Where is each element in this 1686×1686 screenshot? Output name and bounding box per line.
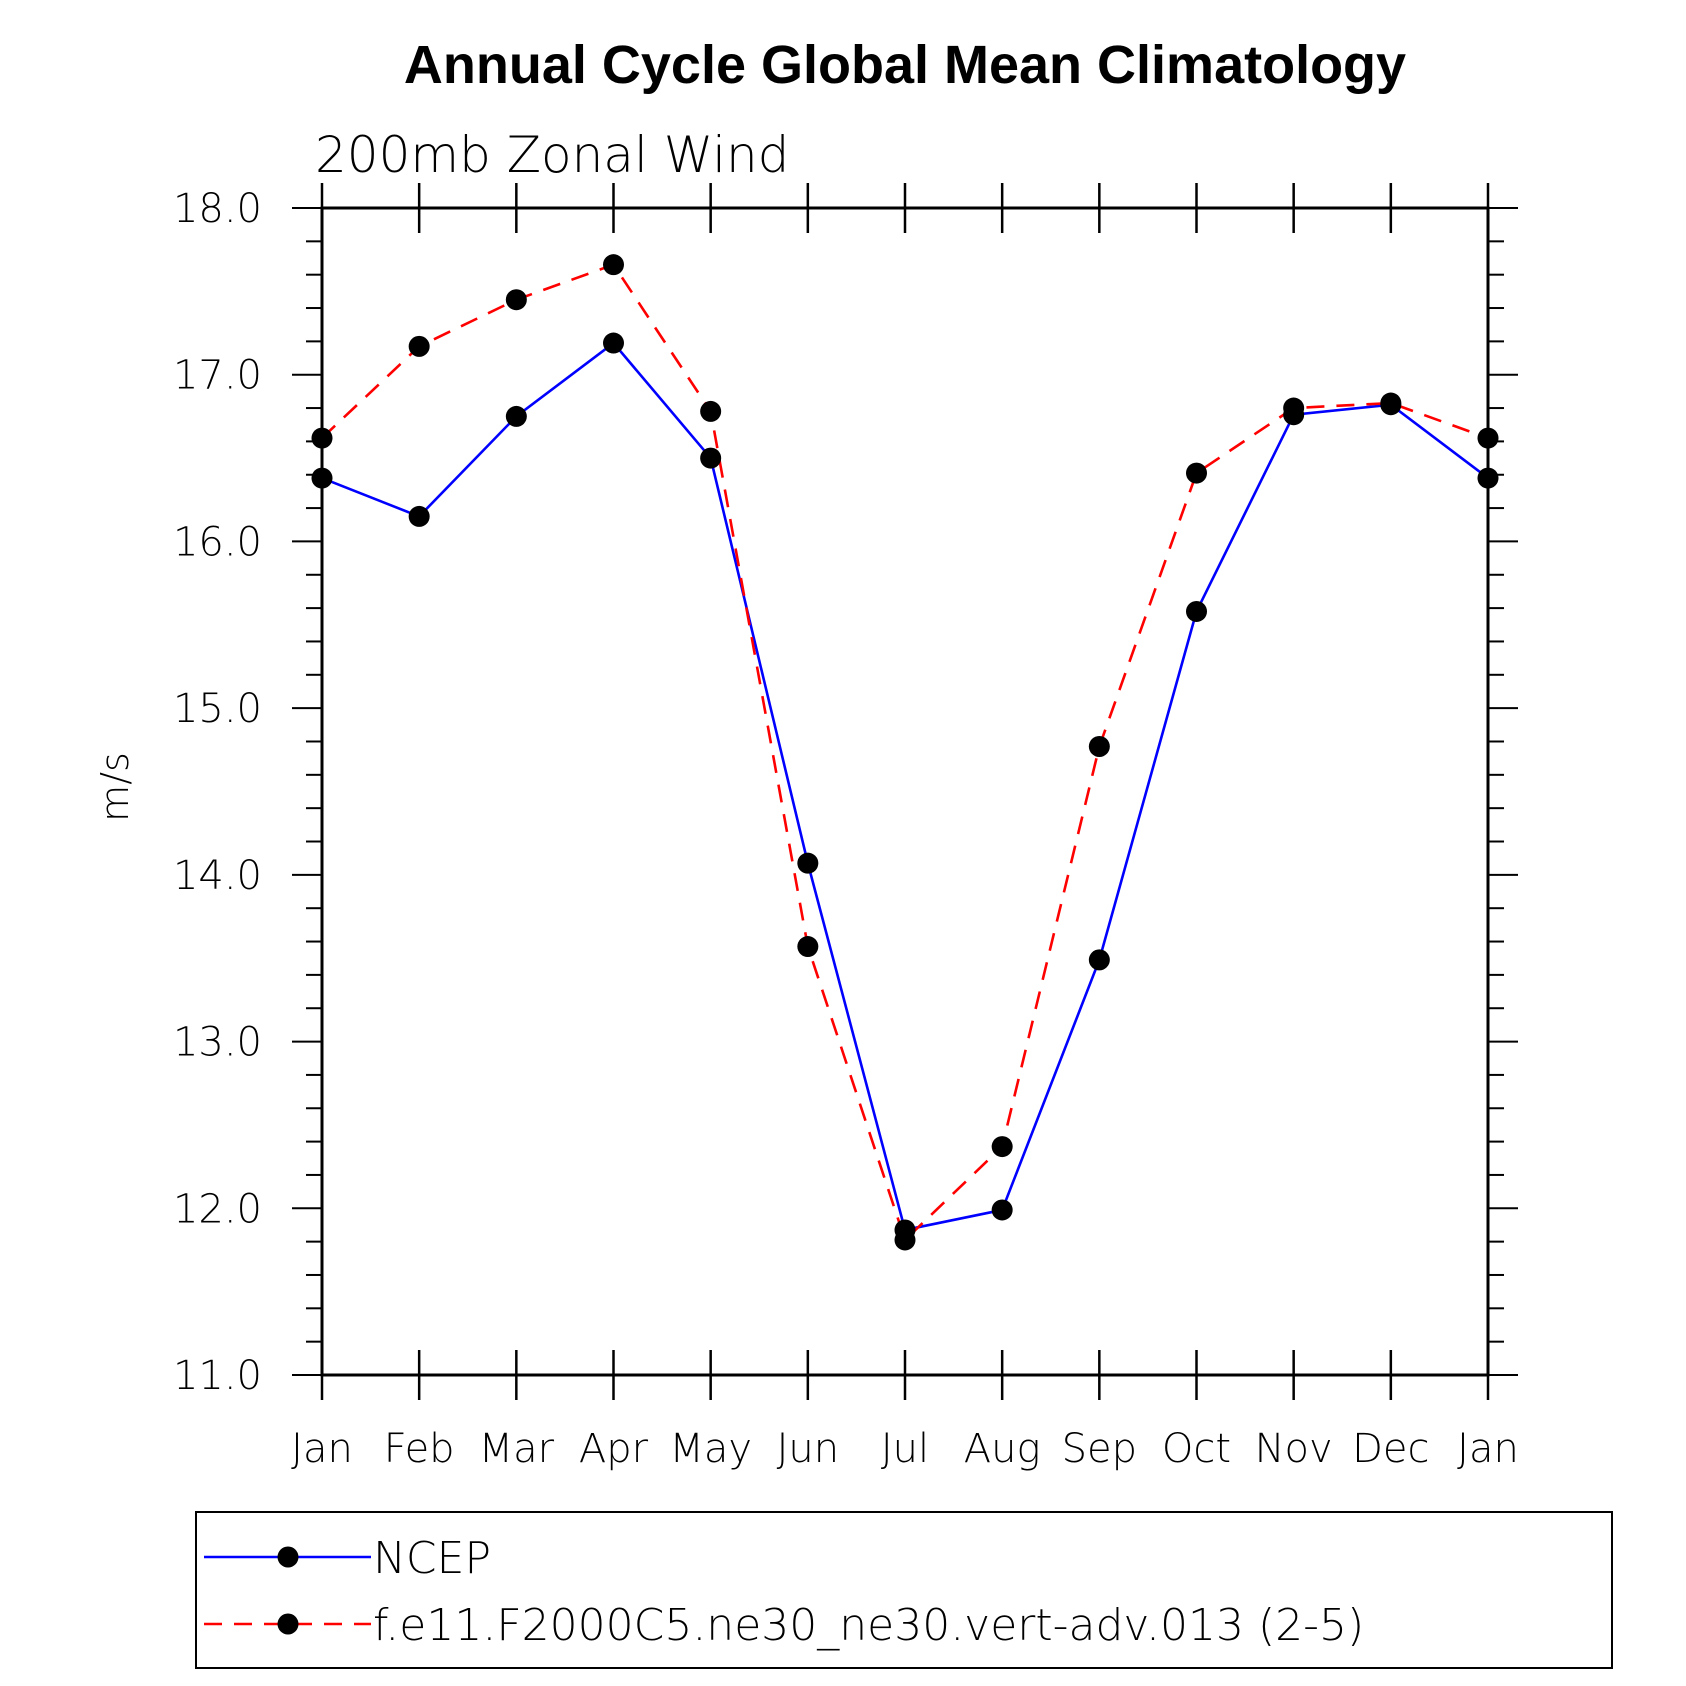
data-point-series-1 — [603, 332, 624, 354]
x-tick-label: Apr — [579, 1426, 649, 1472]
y-tick-label: 14.0 — [173, 853, 262, 899]
data-point-series-2 — [1088, 735, 1110, 757]
axes: Jan Feb Mar Apr May Jun Jul Aug Sep Oct Nov Dec Jan 1… — [173, 183, 1519, 1472]
series-line-2 — [321, 263, 1489, 1243]
y-tick-label: 17.0 — [173, 353, 262, 399]
y-tick-label: 16.0 — [173, 519, 262, 565]
data-point-series-1 — [797, 852, 819, 874]
y-tick-label: 11.0 — [173, 1353, 262, 1399]
data-point-series-2 — [894, 1229, 916, 1251]
data-point-series-1 — [311, 467, 333, 489]
plot-frame — [320, 206, 1490, 1377]
data-point-series-2 — [311, 427, 333, 449]
chart-title: Annual Cycle Global Mean Climatology — [404, 35, 1406, 95]
x-tick-label: Jun — [777, 1426, 840, 1472]
x-tick-label: Oct — [1162, 1426, 1231, 1472]
data-point-series-1 — [505, 405, 527, 427]
data-point-series-1 — [1186, 600, 1207, 622]
data-point-series-2 — [1186, 462, 1207, 484]
y-tick-label: 15.0 — [173, 686, 262, 732]
x-tick-label: Aug — [964, 1426, 1041, 1472]
data-point-series-2 — [505, 289, 527, 311]
legend-label-2: f.e11.F2000C5.ne30_ne30.vert-adv.013 (2-… — [373, 1600, 1364, 1651]
series-line-1 — [321, 341, 1489, 1232]
data-point-series-1 — [991, 1199, 1013, 1221]
data-point-series-1 — [1088, 949, 1110, 971]
x-tick-label: Mar — [479, 1426, 555, 1472]
x-tick-label: May — [669, 1426, 752, 1472]
data-point-series-1 — [1477, 467, 1499, 489]
data-point-series-2 — [408, 335, 430, 357]
x-tick-label: Nov — [1255, 1426, 1333, 1472]
legend-marker-2 — [277, 1613, 299, 1635]
data-point-series-2 — [797, 936, 819, 958]
y-tick-label: 13.0 — [173, 1020, 262, 1066]
y-axis-label: m/s — [93, 752, 137, 822]
legend: NCEP f.e11.F2000C5.ne30_ne30.vert-adv.013… — [195, 1511, 1613, 1669]
legend-label-1: NCEP — [373, 1533, 491, 1584]
legend-box — [195, 1511, 1613, 1669]
data-point-series-2 — [1283, 397, 1305, 419]
data-point-series-1 — [408, 505, 430, 527]
chart-subtitle: 200mb Zonal Wind — [315, 126, 789, 184]
data-point-series-2 — [1380, 392, 1402, 414]
x-tick-label: Jul — [881, 1426, 929, 1472]
x-tick-label: Jan — [291, 1426, 353, 1472]
data-point-series-2 — [1477, 427, 1499, 449]
data-point-series-1 — [700, 447, 722, 469]
legend-marker-1 — [277, 1546, 299, 1568]
y-tick-label: 18.0 — [173, 186, 262, 232]
x-tick-label: Feb — [384, 1426, 455, 1472]
y-tick-label: 12.0 — [173, 1186, 262, 1232]
data-point-series-2 — [991, 1136, 1013, 1158]
series-group — [311, 254, 1499, 1251]
data-point-series-2 — [700, 400, 722, 422]
data-point-series-2 — [603, 254, 624, 276]
x-tick-label: Sep — [1062, 1426, 1137, 1472]
x-tick-label: Dec — [1352, 1426, 1429, 1472]
x-tick-label: Jan — [1457, 1426, 1519, 1472]
